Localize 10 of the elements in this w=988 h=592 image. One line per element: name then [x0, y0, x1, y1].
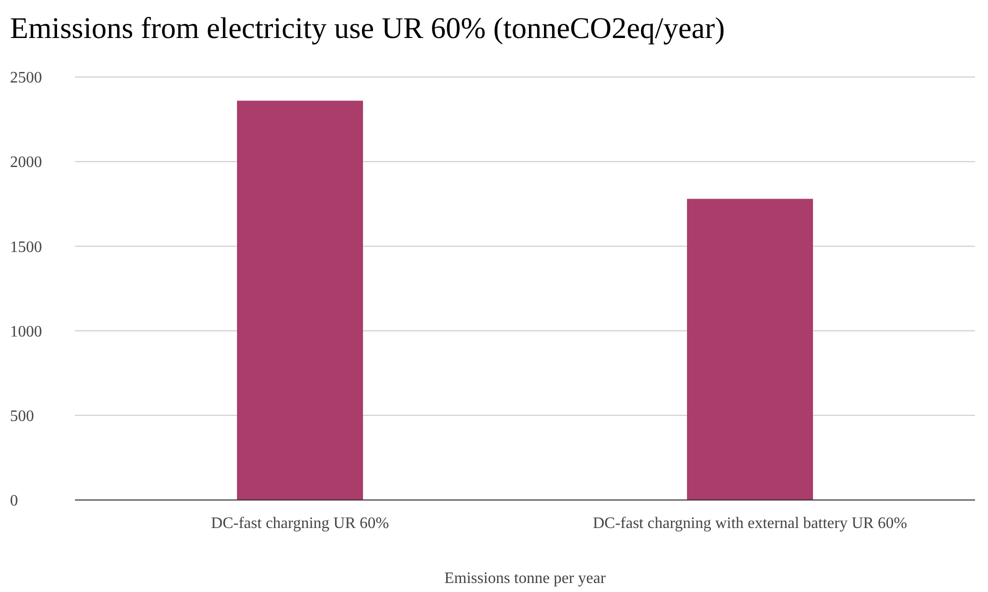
- x-tick-label: DC-fast chargning UR 60%: [211, 515, 389, 532]
- x-axis-title: Emissions tonne per year: [444, 570, 606, 587]
- y-tick-label: 500: [10, 408, 34, 425]
- x-tick-label: DC-fast chargning with external battery UR 60%: [592, 515, 908, 532]
- y-tick-label: 2000: [10, 154, 42, 172]
- y-tick-label: 1500: [10, 238, 42, 256]
- y-tick-label: 0: [10, 492, 18, 510]
- y-tick-label: 2500: [10, 70, 42, 87]
- chart-title: Emissions from electricity use UR 60% (tonneCO2eq/year): [10, 12, 725, 45]
- y-tick-label: 1000: [10, 323, 42, 340]
